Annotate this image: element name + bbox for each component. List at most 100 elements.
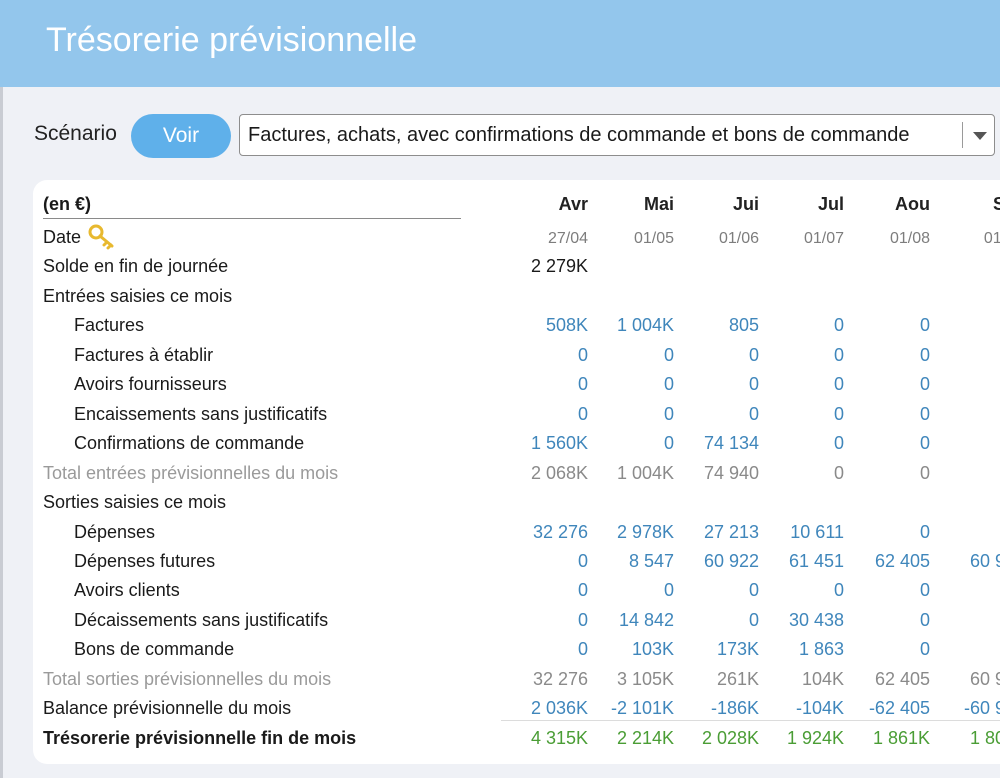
value-cell[interactable]: 2 978K bbox=[616, 522, 674, 542]
row-label: Sorties saisies ce mois bbox=[43, 492, 227, 512]
row-label: Trésorerie prévisionnelle fin de mois bbox=[43, 728, 357, 748]
value-cell[interactable]: 0 bbox=[919, 610, 930, 630]
value-cell[interactable]: 0 bbox=[577, 610, 588, 630]
value-cell[interactable]: 0 bbox=[577, 639, 588, 659]
value-cell: -2 101K bbox=[610, 698, 674, 718]
value-cell[interactable]: 0 bbox=[663, 345, 674, 365]
value-cell[interactable]: 0 bbox=[919, 374, 930, 394]
value-cell: 1 861K bbox=[872, 728, 930, 748]
month-header: Aou bbox=[895, 194, 930, 214]
select-divider bbox=[962, 122, 963, 148]
value-cell: 2 036K bbox=[530, 698, 588, 718]
value-cell[interactable]: 1 004K bbox=[616, 315, 674, 335]
value-cell[interactable]: 0 bbox=[833, 580, 844, 600]
unit-label: (en €) bbox=[43, 194, 92, 214]
value-cell[interactable]: 8 547 bbox=[628, 551, 674, 571]
row-label: Encaissements sans justificatifs bbox=[74, 404, 328, 424]
value-cell[interactable]: 0 bbox=[919, 639, 930, 659]
scenario-label: Scénario bbox=[34, 122, 117, 145]
value-cell[interactable]: 0 bbox=[577, 551, 588, 571]
row-label: Entrées saisies ce mois bbox=[43, 286, 233, 306]
value-cell[interactable]: 0 bbox=[833, 345, 844, 365]
value-cell[interactable]: 0 bbox=[833, 404, 844, 424]
value-cell[interactable]: 0 bbox=[919, 433, 930, 453]
value-cell[interactable]: 0 bbox=[833, 315, 844, 335]
value-cell: 0 bbox=[833, 463, 844, 483]
value-cell: 1 924K bbox=[786, 728, 844, 748]
value-cell[interactable]: 27 213 bbox=[703, 522, 759, 542]
chevron-down-icon[interactable] bbox=[973, 132, 987, 140]
table-row: Encaissements sans justificatifs 0 0 0 0… bbox=[33, 400, 1000, 429]
value-cell: 60 92 bbox=[969, 669, 1000, 689]
value-cell: 261K bbox=[716, 669, 759, 689]
value-cell: 104K bbox=[801, 669, 844, 689]
row-label: Bons de commande bbox=[74, 639, 235, 659]
value-cell[interactable]: 30 438 bbox=[788, 610, 844, 630]
value-cell[interactable]: 60 922 bbox=[703, 551, 759, 571]
table-row: Factures à établir 0 0 0 0 0 bbox=[33, 341, 1000, 370]
value-cell[interactable]: 805 bbox=[728, 315, 759, 335]
value-cell: 3 105K bbox=[616, 669, 674, 689]
value-cell[interactable]: 0 bbox=[919, 315, 930, 335]
value-cell[interactable]: 74 134 bbox=[703, 433, 759, 453]
value-cell[interactable]: 32 276 bbox=[532, 522, 588, 542]
value-cell[interactable]: 61 451 bbox=[788, 551, 844, 571]
table-row: Dépenses futures 0 8 547 60 922 61 451 6… bbox=[33, 547, 1000, 576]
value-cell[interactable]: 0 bbox=[748, 580, 759, 600]
row-label: Dépenses futures bbox=[74, 551, 216, 571]
table-row-total-entrees: Total entrées prévisionnelles du mois 2 … bbox=[33, 459, 1000, 488]
table-row-tresorerie: Trésorerie prévisionnelle fin de mois 4 … bbox=[33, 724, 1000, 753]
value-cell[interactable]: 62 405 bbox=[874, 551, 930, 571]
value-cell[interactable]: 0 bbox=[663, 433, 674, 453]
forecast-table: (en €) Avr Mai Jui Jul Aou Se Date 27/04… bbox=[33, 180, 1000, 764]
value-cell[interactable]: 0 bbox=[919, 580, 930, 600]
value-cell[interactable]: 0 bbox=[748, 610, 759, 630]
value-cell[interactable]: 0 bbox=[919, 345, 930, 365]
row-label: Total entrées prévisionnelles du mois bbox=[43, 463, 339, 483]
value-cell[interactable]: 103K bbox=[631, 639, 674, 659]
table-row-total-sorties: Total sorties prévisionnelles du mois 32… bbox=[33, 665, 1000, 694]
value-cell[interactable]: 173K bbox=[716, 639, 759, 659]
value-cell[interactable]: 0 bbox=[577, 374, 588, 394]
value-cell[interactable]: 1 560K bbox=[530, 433, 588, 453]
value-cell[interactable]: 0 bbox=[748, 374, 759, 394]
value-cell: -186K bbox=[710, 698, 759, 718]
value-cell[interactable]: 508K bbox=[545, 315, 588, 335]
value-cell[interactable]: 0 bbox=[663, 580, 674, 600]
value-cell[interactable]: 0 bbox=[577, 345, 588, 365]
table-row-balance: Balance prévisionnelle du mois 2 036K -2… bbox=[33, 694, 1000, 723]
value-cell: 1 800 bbox=[969, 728, 1000, 748]
row-label: Date bbox=[43, 227, 82, 247]
value-cell: -60 92 bbox=[963, 698, 1000, 718]
value-cell[interactable]: 0 bbox=[748, 345, 759, 365]
scenario-selected-value: Factures, achats, avec confirmations de … bbox=[248, 124, 910, 146]
value-cell[interactable]: 60 92 bbox=[969, 551, 1000, 571]
value-cell[interactable]: 0 bbox=[919, 522, 930, 542]
value-cell: 2 214K bbox=[616, 728, 674, 748]
value-cell: 74 940 bbox=[703, 463, 759, 483]
key-icon[interactable] bbox=[87, 224, 117, 250]
value-cell[interactable]: 0 bbox=[577, 580, 588, 600]
row-label: Avoirs clients bbox=[74, 580, 180, 600]
scenario-select[interactable]: Factures, achats, avec confirmations de … bbox=[239, 114, 995, 156]
row-label: Dépenses bbox=[74, 522, 156, 542]
voir-button[interactable]: Voir bbox=[131, 114, 231, 158]
row-label: Avoirs fournisseurs bbox=[74, 374, 227, 394]
value-cell[interactable]: 0 bbox=[919, 404, 930, 424]
value-cell[interactable]: 0 bbox=[663, 374, 674, 394]
row-label: Confirmations de commande bbox=[74, 433, 305, 453]
value-cell[interactable]: 1 863 bbox=[798, 639, 844, 659]
month-header: Avr bbox=[558, 194, 588, 214]
value-cell[interactable]: 0 bbox=[833, 374, 844, 394]
value-cell[interactable]: 0 bbox=[577, 404, 588, 424]
row-label: Balance prévisionnelle du mois bbox=[43, 698, 292, 718]
value-cell[interactable]: 0 bbox=[833, 433, 844, 453]
window-edge bbox=[0, 0, 3, 778]
table-row: Avoirs clients 0 0 0 0 0 bbox=[33, 576, 1000, 605]
value-cell[interactable]: 10 611 bbox=[790, 522, 844, 542]
table-row: Décaissements sans justificatifs 0 14 84… bbox=[33, 606, 1000, 635]
value-cell[interactable]: 14 842 bbox=[618, 610, 674, 630]
value-cell[interactable]: 0 bbox=[663, 404, 674, 424]
value-cell[interactable]: 0 bbox=[748, 404, 759, 424]
value-cell: 0 bbox=[919, 463, 930, 483]
